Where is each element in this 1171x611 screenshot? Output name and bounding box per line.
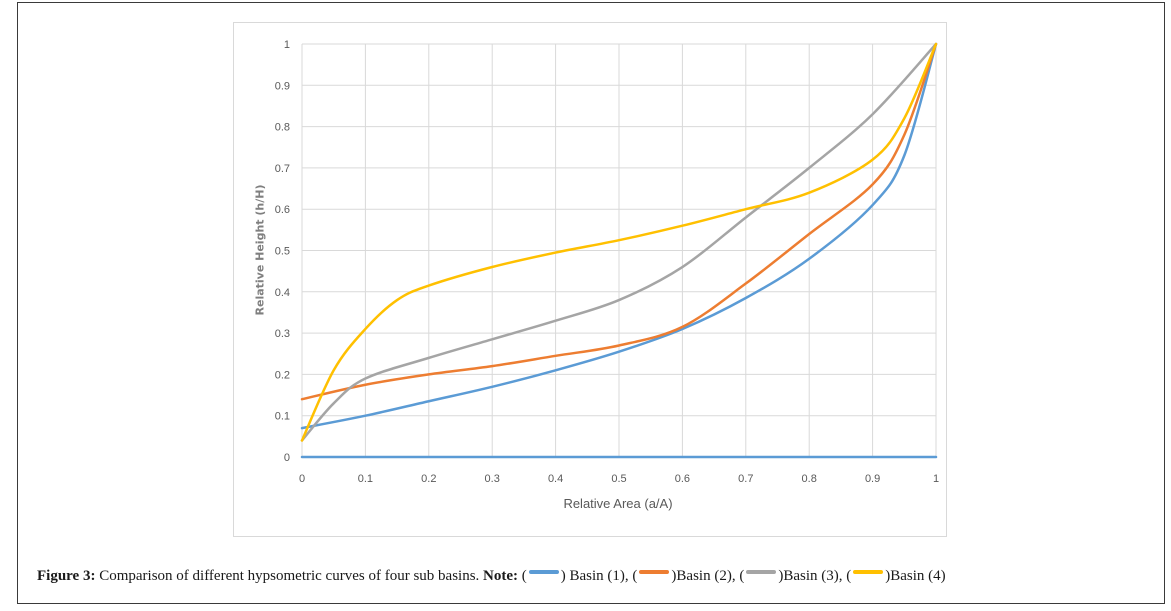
y-tick-label: 0.4 xyxy=(275,287,290,299)
x-axis-label: Relative Area (a/A) xyxy=(563,496,673,511)
series-line-basin-2 xyxy=(300,42,938,401)
legend-swatch xyxy=(853,569,884,574)
caption-text: Comparison of different hypsometric curv… xyxy=(95,568,484,584)
grid-lines xyxy=(301,43,937,458)
y-tick-label: 0.9 xyxy=(275,80,290,92)
x-tick-label: 1 xyxy=(933,473,939,485)
legend-swatch xyxy=(639,569,670,574)
legend-open-paren: ( xyxy=(628,568,638,584)
y-tick-label: 0.2 xyxy=(275,369,290,381)
x-tick-labels: 0 0.1 0.2 0.3 0.4 0.5 0.6 0.7 0.8 0.9 1 xyxy=(299,473,939,485)
figure-caption: Figure 3: Comparison of different hypsom… xyxy=(37,568,946,585)
legend-open-paren: ( xyxy=(842,568,852,584)
caption-legend: () Basin (1), ()Basin (2), ()Basin (3), … xyxy=(518,568,946,585)
legend-open-paren: ( xyxy=(518,568,527,584)
x-tick-label: 0.4 xyxy=(548,473,563,485)
y-tick-label: 0.6 xyxy=(275,204,290,216)
legend-label: ) Basin (1), xyxy=(560,568,629,584)
series-line-basin-1 xyxy=(300,42,938,430)
series-line-basin-3 xyxy=(300,42,938,442)
series-lines xyxy=(300,42,938,459)
x-tick-label: 0.8 xyxy=(802,473,817,485)
y-tick-label: 0.1 xyxy=(275,411,290,423)
y-tick-label: 0.7 xyxy=(275,163,290,175)
legend-label: )Basin (3), xyxy=(778,568,843,584)
legend-label: )Basin (4) xyxy=(885,568,946,584)
y-tick-label: 0 xyxy=(284,452,290,464)
x-tick-label: 0.3 xyxy=(485,473,500,485)
x-tick-label: 0.9 xyxy=(865,473,880,485)
y-tick-label: 1 xyxy=(284,39,290,51)
y-tick-label: 0.5 xyxy=(275,246,290,258)
caption-label: Figure 3: xyxy=(37,568,96,584)
chart-area xyxy=(233,22,947,537)
caption-note-label: Note: xyxy=(483,568,519,584)
x-tick-label: 0 xyxy=(299,473,305,485)
series-line-basin-4 xyxy=(300,42,938,442)
y-tick-label: 0.3 xyxy=(275,328,290,340)
legend-open-paren: ( xyxy=(735,568,745,584)
y-axis-label: Relative Height (h/H) xyxy=(253,184,267,316)
y-tick-label: 0.8 xyxy=(275,122,290,134)
legend-swatch xyxy=(528,569,559,574)
x-tick-label: 0.5 xyxy=(611,473,626,485)
x-tick-label: 0.6 xyxy=(675,473,690,485)
legend-swatch xyxy=(746,569,777,574)
y-tick-labels: 0 0.1 0.2 0.3 0.4 0.5 0.6 0.7 0.8 0.9 1 xyxy=(275,39,290,464)
legend-label: )Basin (2), xyxy=(671,568,736,584)
x-tick-label: 0.1 xyxy=(358,473,373,485)
x-tick-label: 0.7 xyxy=(738,473,753,485)
x-tick-label: 0.2 xyxy=(421,473,436,485)
